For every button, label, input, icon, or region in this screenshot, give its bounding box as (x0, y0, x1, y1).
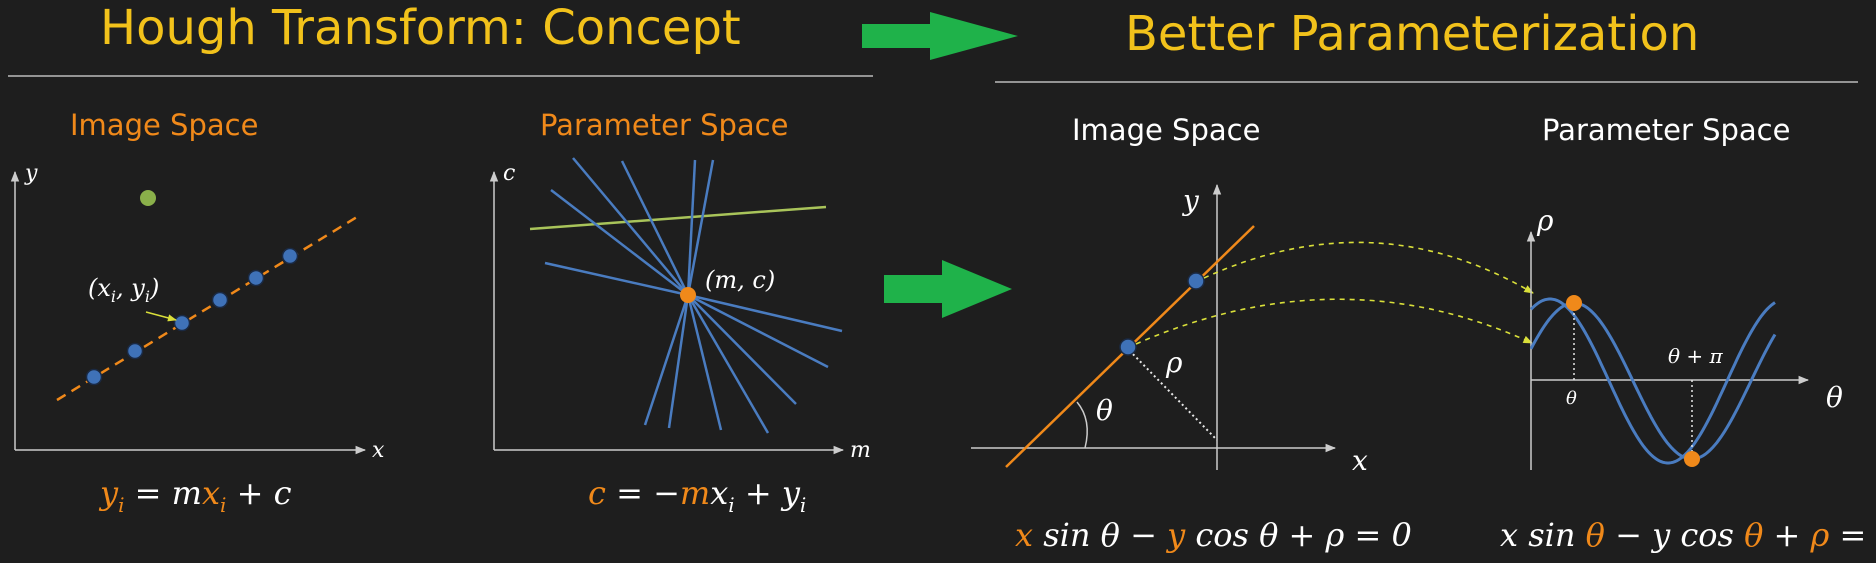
outlier-point (140, 190, 156, 206)
right-img-y-label: y (1181, 184, 1200, 217)
intersection-point (680, 287, 696, 303)
right-image-space-label: Image Space (1072, 113, 1260, 147)
theta-pi-tick-label: θ + π (1668, 344, 1724, 368)
mapping-arrow-lower (1135, 298, 1533, 345)
theta-label: θ (1096, 394, 1113, 427)
left-param-x-label: m (850, 438, 871, 463)
theta-tick-label: θ (1566, 388, 1577, 409)
right-parameter-space-label: Parameter Space (1542, 113, 1790, 147)
right-arrow-icon (862, 12, 1018, 60)
theta-arc (1076, 401, 1088, 449)
data-point (85, 368, 103, 386)
left-param-y-label: c (503, 161, 515, 186)
left-image-equation: yi = mxi + c (98, 474, 292, 517)
right-img-x-label: x (1352, 444, 1368, 477)
rho-label: ρ (1165, 346, 1183, 379)
data-point (281, 247, 299, 265)
max-point (1566, 295, 1582, 311)
right-parameter-equation: x sin θ − y cos θ + ρ = 0 (1500, 516, 1876, 554)
right-arrow-icon (884, 260, 1012, 318)
data-point (1119, 338, 1137, 356)
green-line (529, 205, 827, 231)
left-parameter-space-label: Parameter Space (540, 108, 788, 142)
point-label: (xi, yi) (88, 274, 159, 306)
intersection-label: (m, c) (705, 266, 775, 294)
data-point (211, 291, 229, 309)
left-title: Hough Transform: Concept (100, 0, 741, 56)
point-pointer-arrow (145, 311, 177, 322)
data-point (247, 269, 265, 287)
left-img-y-label: y (24, 161, 38, 186)
data-point-highlighted (173, 314, 191, 332)
sinusoid-curve (1529, 301, 1777, 461)
sinusoid-curve (1529, 297, 1776, 465)
data-point (1187, 272, 1205, 290)
data-point (126, 342, 144, 360)
left-img-x-label: x (372, 438, 385, 463)
rho-perpendicular (1125, 346, 1218, 441)
right-title: Better Parameterization (1125, 6, 1699, 62)
blue-line-pencil (544, 157, 843, 434)
right-image-equation: x sin θ − y cos θ + ρ = 0 (1015, 516, 1412, 554)
left-parameter-space-panel: Parameter Space c m (m, c) c = −mxi + yi (489, 108, 871, 517)
dashed-fit-line (56, 215, 358, 402)
right-parameter-space-panel: Parameter Space ρ θ θ θ + π x sin θ − y … (1500, 113, 1876, 554)
left-parameter-equation: c = −mxi + yi (588, 474, 806, 517)
left-image-space-panel: Image Space y x (xi, yi) yi = mxi + c (10, 108, 385, 517)
right-param-x-label: θ (1826, 381, 1843, 414)
min-point (1684, 451, 1700, 467)
left-image-space-label: Image Space (70, 108, 258, 142)
mapping-arrow-upper (1203, 241, 1534, 294)
right-param-y-label: ρ (1536, 204, 1554, 237)
right-image-space-panel: Image Space y x ρ θ x sin θ − y cos θ + … (971, 113, 1534, 554)
